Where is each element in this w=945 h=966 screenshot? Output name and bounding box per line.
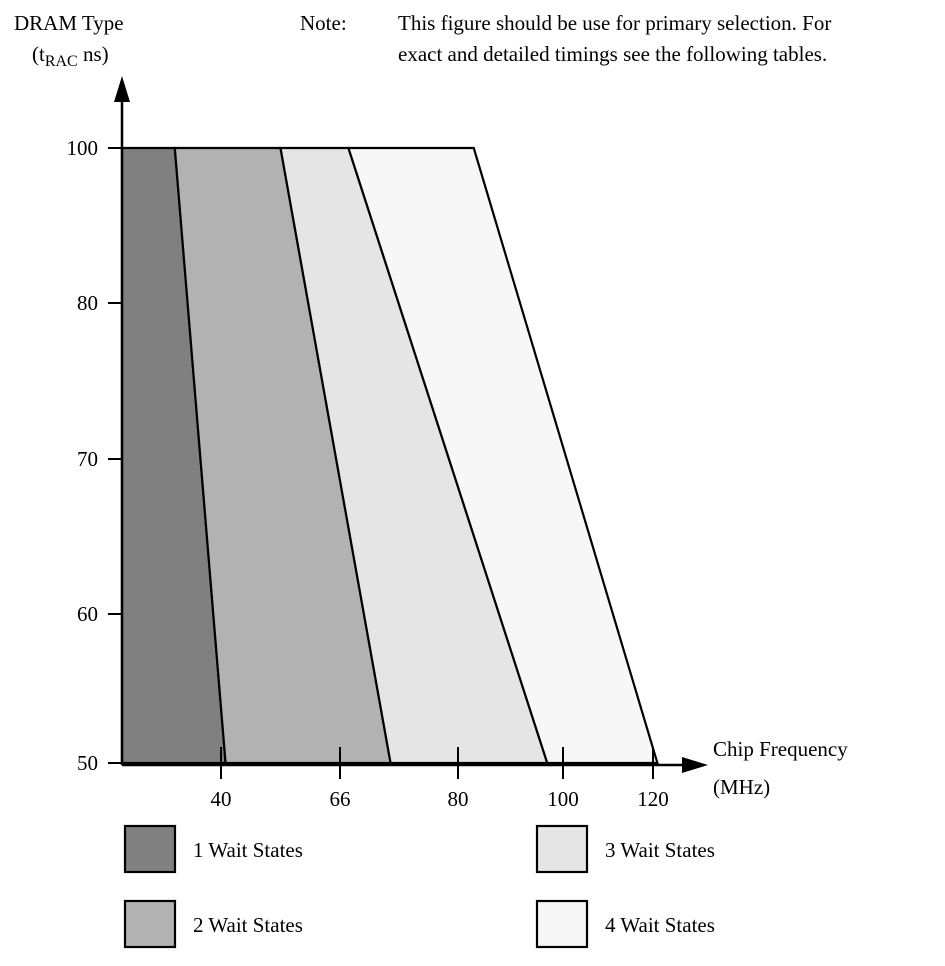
y-axis-title-line2: (tRAC ns) bbox=[32, 42, 109, 70]
legend-swatch-3 bbox=[535, 824, 589, 874]
legend-label-3: 3 Wait States bbox=[605, 838, 715, 862]
y-tick-label-80: 80 bbox=[77, 291, 98, 315]
legend-label-2: 2 Wait States bbox=[193, 913, 303, 937]
x-tick-label-40: 40 bbox=[211, 787, 232, 811]
y-axis-arrow bbox=[114, 76, 130, 102]
note-line-2: exact and detailed timings see the follo… bbox=[398, 42, 827, 66]
y-tick-label-50: 50 bbox=[77, 751, 98, 775]
y-axis-title-prefix: (t bbox=[32, 42, 45, 66]
x-axis-title-line1: Chip Frequency bbox=[713, 737, 848, 761]
y-axis-title-subscript: RAC bbox=[45, 53, 78, 70]
y-ticks: 100 80 70 60 50 bbox=[67, 136, 122, 775]
x-tick-label-100: 100 bbox=[547, 787, 579, 811]
x-tick-label-120: 120 bbox=[637, 787, 669, 811]
x-tick-label-80: 80 bbox=[448, 787, 469, 811]
x-tick-label-66: 66 bbox=[330, 787, 351, 811]
y-axis-title-line1: DRAM Type bbox=[14, 11, 124, 35]
y-tick-label-100: 100 bbox=[67, 136, 99, 160]
legend: 1 Wait States 2 Wait States 3 Wait States 4… bbox=[123, 824, 715, 949]
y-tick-label-60: 60 bbox=[77, 602, 98, 626]
legend-swatch-2 bbox=[123, 899, 177, 949]
x-axis-arrow bbox=[682, 757, 708, 773]
wait-state-regions bbox=[120, 146, 659, 765]
legend-label-4: 4 Wait States bbox=[605, 913, 715, 937]
x-axis-title-line2: (MHz) bbox=[713, 775, 770, 799]
region-wait-state-4 bbox=[346, 146, 659, 765]
legend-label-1: 1 Wait States bbox=[193, 838, 303, 862]
note-label: Note: bbox=[300, 11, 347, 35]
y-axis-title-suffix: ns) bbox=[78, 42, 109, 66]
x-ticks: 40 66 80 100 120 bbox=[211, 747, 669, 811]
note-line-1: This figure should be use for primary se… bbox=[398, 11, 831, 35]
y-tick-label-70: 70 bbox=[77, 447, 98, 471]
legend-swatch-1 bbox=[123, 824, 177, 874]
legend-swatch-4 bbox=[535, 899, 589, 949]
